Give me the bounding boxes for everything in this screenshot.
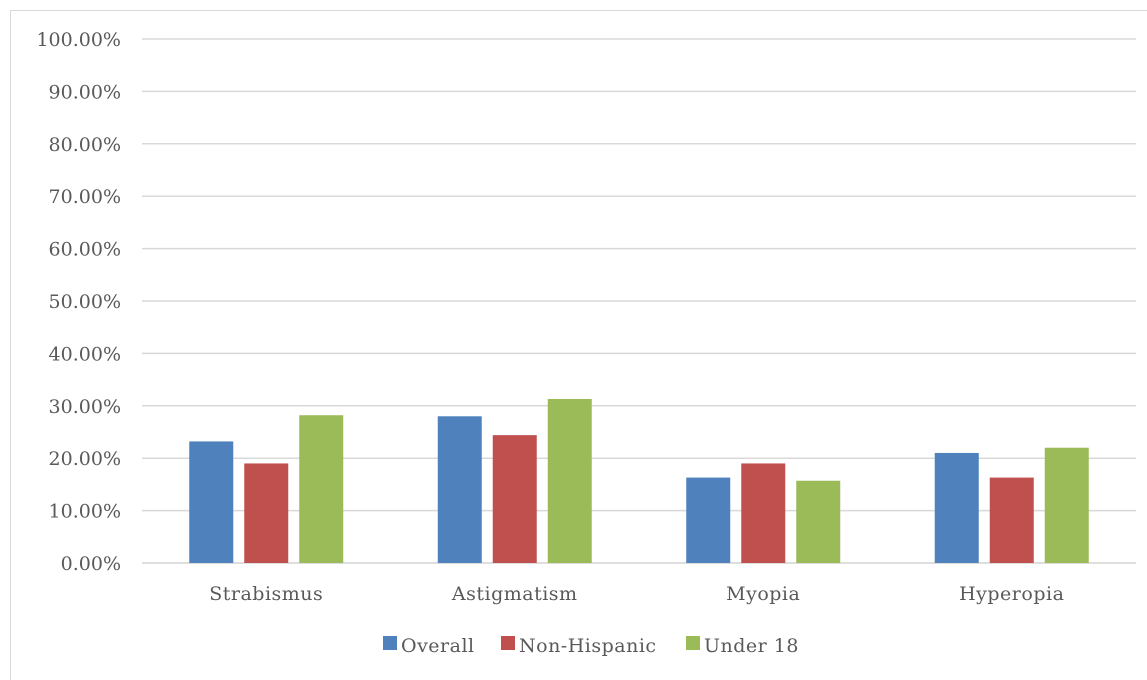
bar-under-18-hyperopia (1044, 447, 1089, 563)
bar-under-18-astigmatism (547, 398, 592, 563)
x-category-label: Strabismus (209, 583, 323, 605)
y-tick-label: 10.00% (49, 501, 121, 523)
y-tick-label: 50.00% (49, 291, 121, 313)
bar-non-hispanic-astigmatism (492, 435, 537, 563)
legend: Overall Non-Hispanic Under 18 (383, 635, 799, 657)
legend-swatch (686, 636, 700, 650)
legend-label: Under 18 (704, 635, 799, 657)
bar-overall-astigmatism (437, 416, 482, 563)
y-tick-label: 100.00% (36, 29, 121, 51)
bar-non-hispanic-hyperopia (989, 477, 1034, 563)
y-tick-label: 20.00% (49, 448, 121, 470)
y-tick-label: 90.00% (49, 81, 121, 103)
y-tick-label: 70.00% (49, 186, 121, 208)
y-tick-label: 80.00% (49, 134, 121, 156)
bar-overall-myopia (686, 477, 731, 563)
bar-overall-hyperopia (934, 452, 979, 563)
y-tick-label: 60.00% (49, 239, 121, 261)
bar-under-18-strabismus (299, 415, 344, 563)
chart-frame (10, 10, 1147, 680)
x-category-label: Astigmatism (451, 583, 578, 605)
bars (189, 398, 1089, 563)
x-axis-labels: Strabismus Astigmatism Myopia Hyperopia (209, 583, 1064, 605)
legend-label: Non-Hispanic (519, 635, 657, 657)
legend-swatch (383, 636, 397, 650)
bar-non-hispanic-strabismus (244, 463, 289, 563)
legend-label: Overall (401, 635, 475, 657)
x-category-label: Myopia (726, 583, 800, 605)
bar-overall-strabismus (189, 441, 234, 563)
y-tick-label: 30.00% (49, 396, 121, 418)
bar-non-hispanic-myopia (741, 463, 786, 563)
gridlines (142, 38, 1136, 564)
y-axis-ticks: 0.00% 10.00% 20.00% 30.00% 40.00% 50.00% 60.00… (36, 29, 121, 575)
legend-swatch (501, 636, 515, 650)
x-category-label: Hyperopia (959, 583, 1064, 605)
y-tick-label: 0.00% (61, 553, 121, 575)
bar-under-18-myopia (796, 480, 841, 563)
y-tick-label: 40.00% (49, 343, 121, 365)
